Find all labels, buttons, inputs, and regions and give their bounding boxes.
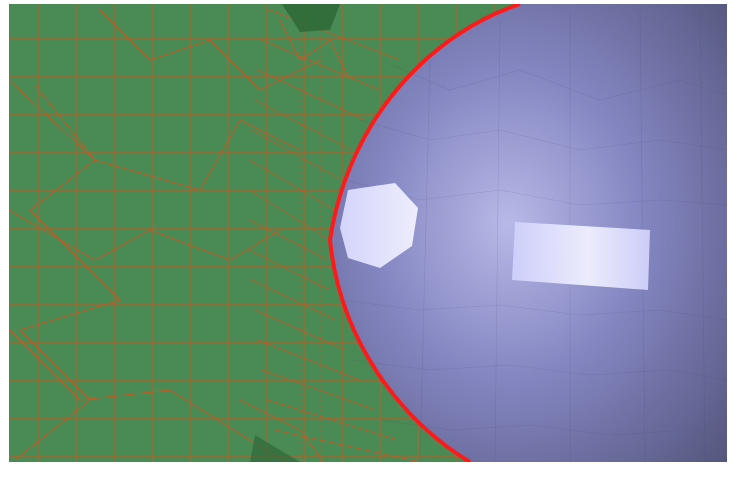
mesh-dark-patch-top [282, 4, 340, 32]
boundary-layer-lines [249, 9, 421, 462]
sphere-surface [327, 4, 727, 462]
mesh-dark-patch-bottom [250, 435, 300, 462]
specular-highlight-left [340, 183, 418, 268]
sphere-boundary-edge [327, 4, 521, 462]
specular-highlight-center [512, 222, 650, 290]
